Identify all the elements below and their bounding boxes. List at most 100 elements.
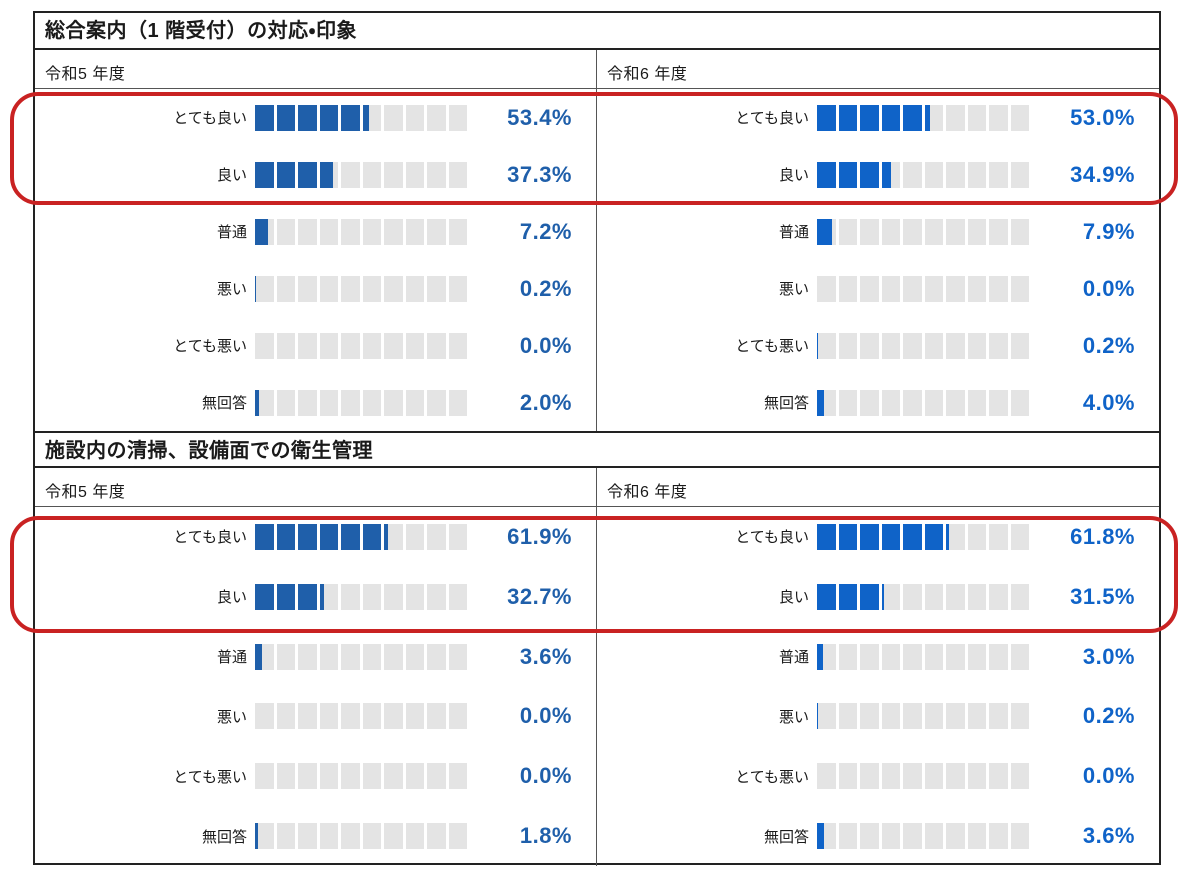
bar-segment: [319, 218, 338, 245]
survey-row: 無回答 3.6%: [597, 806, 1159, 866]
bar-segment: [838, 583, 857, 610]
survey-results-table: 総合案内（1 階受付）の対応・印象 令和5 年度 とても良い 53.4% 良い …: [33, 11, 1161, 866]
percent-value: 32.7%: [507, 583, 572, 609]
bar-segment: [384, 104, 403, 131]
bar-segment: [341, 523, 360, 550]
survey-row: 普通 7.2%: [35, 203, 596, 260]
bar-segment: [989, 218, 1008, 245]
answer-label: とても良い: [735, 110, 809, 127]
bar-segment: [1010, 823, 1029, 850]
bar-segment: [838, 389, 857, 416]
bar-segment: [255, 703, 274, 730]
survey-row: とても悪い 0.0%: [35, 317, 596, 374]
percent-value: 4.0%: [1082, 389, 1135, 415]
year-header: 令和5 年度: [35, 468, 596, 507]
bar-segment: [298, 643, 317, 670]
bar-fill: [255, 218, 269, 245]
bar-segment: [319, 643, 338, 670]
bar-segment: [924, 823, 943, 850]
segmented-bar: [817, 389, 1029, 416]
bar-fill: [298, 104, 317, 131]
bar-segment: [903, 104, 922, 131]
bar-segment: [903, 703, 922, 730]
bar-segment: [362, 389, 381, 416]
bar-segment: [319, 823, 338, 850]
answer-label: 無回答: [201, 828, 247, 846]
column-reiwa5: 令和5 年度 とても良い 53.4% 良い 37.3% 普通 7.2% 悪い 0…: [35, 50, 597, 431]
bar-fill: [255, 823, 259, 850]
segmented-bar: [255, 523, 467, 550]
percent-value: 0.0%: [519, 763, 572, 789]
answer-label: 普通: [778, 649, 809, 667]
bar-segment: [341, 218, 360, 245]
bar-segment: [319, 104, 338, 131]
segmented-bar: [255, 583, 467, 610]
bar-segment: [817, 763, 836, 790]
survey-row: 普通 3.0%: [597, 627, 1159, 687]
bar-segment: [838, 218, 857, 245]
bar-segment: [319, 763, 338, 790]
bar-segment: [276, 523, 295, 550]
segmented-bar: [255, 161, 467, 188]
bar-segment: [1010, 523, 1029, 550]
survey-row: とても悪い 0.2%: [597, 317, 1159, 374]
bar-segment: [924, 218, 943, 245]
bar-segment: [989, 703, 1008, 730]
bar-fill: [319, 523, 338, 550]
bar-segment: [817, 583, 836, 610]
segmented-bar: [817, 104, 1029, 131]
bar-segment: [860, 332, 879, 359]
bar-segment: [276, 104, 295, 131]
bar-segment: [881, 763, 900, 790]
bar-segment: [276, 643, 295, 670]
bar-fill: [817, 643, 823, 670]
bar-segment: [341, 275, 360, 302]
answer-label: 普通: [216, 649, 247, 667]
answer-label: とても悪い: [735, 338, 809, 355]
bar-fill: [817, 523, 836, 550]
survey-row: 悪い 0.2%: [35, 260, 596, 317]
bar-segment: [989, 643, 1008, 670]
bar-segment: [967, 703, 986, 730]
survey-row: 悪い 0.0%: [597, 260, 1159, 317]
segmented-bar: [817, 332, 1029, 359]
bar-segment: [427, 104, 446, 131]
percent-value: 0.0%: [519, 332, 572, 358]
bar-segment: [276, 583, 295, 610]
answer-label: とても良い: [173, 529, 247, 547]
bar-segment: [903, 332, 922, 359]
bar-segment: [298, 161, 317, 188]
segmented-bar: [255, 332, 467, 359]
rows-container: とても良い 61.8% 良い 31.5% 普通 3.0% 悪い 0.2% とても…: [597, 507, 1159, 866]
bar-segment: [989, 332, 1008, 359]
bar-segment: [967, 823, 986, 850]
bar-segment: [448, 104, 467, 131]
bar-segment: [427, 218, 446, 245]
bar-fill: [860, 523, 879, 550]
segmented-bar: [817, 275, 1029, 302]
bar-segment: [384, 218, 403, 245]
answer-label: とても悪い: [173, 768, 247, 786]
survey-row: とても悪い 0.0%: [35, 746, 596, 806]
rows-container: とても良い 53.4% 良い 37.3% 普通 7.2% 悪い 0.2% とても…: [35, 89, 596, 431]
percent-value: 0.0%: [1082, 763, 1135, 789]
bar-segment: [255, 389, 274, 416]
bar-segment: [298, 104, 317, 131]
bar-segment: [276, 275, 295, 302]
bar-fill: [924, 523, 943, 550]
bar-segment: [838, 763, 857, 790]
bar-segment: [341, 643, 360, 670]
bar-segment: [946, 583, 965, 610]
bar-fill: [838, 104, 857, 131]
bar-segment: [341, 823, 360, 850]
bar-segment: [427, 643, 446, 670]
segmented-bar: [817, 763, 1029, 790]
bar-segment: [924, 703, 943, 730]
bar-segment: [341, 161, 360, 188]
bar-segment: [881, 275, 900, 302]
bar-fill: [838, 583, 857, 610]
rows-container: とても良い 53.0% 良い 34.9% 普通 7.9% 悪い 0.0% とても…: [597, 89, 1159, 431]
column-reiwa6: 令和6 年度 とても良い 53.0% 良い 34.9% 普通 7.9% 悪い 0…: [597, 50, 1159, 431]
bar-fill: [276, 583, 295, 610]
bar-segment: [298, 703, 317, 730]
